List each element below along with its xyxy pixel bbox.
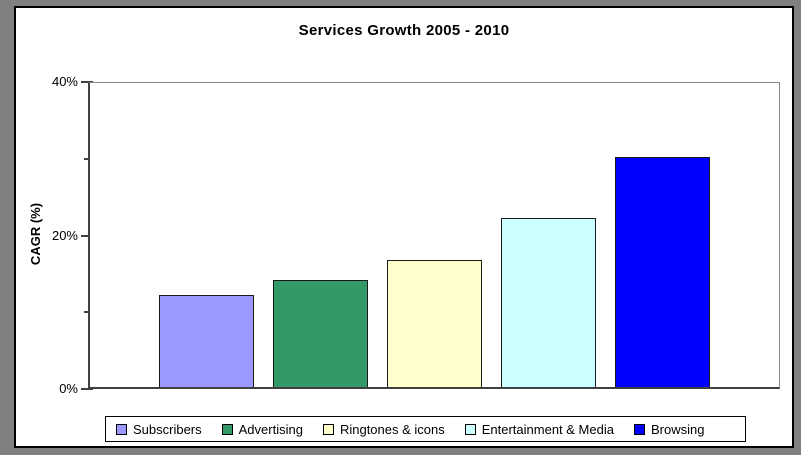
- legend-swatch-icon: [322, 423, 334, 435]
- y-major-tick: [81, 234, 93, 237]
- chart-frame: Services Growth 2005 - 2010 CAGR (%) 0% 2…: [14, 6, 794, 448]
- legend-item: Subscribers: [116, 422, 202, 437]
- legend-item-label: Ringtones & icons: [339, 421, 445, 437]
- bar-ringtones-icons: [387, 260, 482, 387]
- y-tick-label: 0%: [59, 381, 78, 396]
- legend-item: Advertising: [221, 421, 303, 437]
- y-minor-tick: [84, 311, 91, 314]
- legend-swatch-icon: [221, 423, 233, 435]
- y-tick-label: 20%: [51, 227, 78, 243]
- bars-row: [90, 83, 779, 387]
- plot-area: [88, 82, 780, 389]
- legend-item-label: Advertising: [238, 421, 303, 437]
- bar-advertising: [273, 280, 368, 387]
- bar-subscribers: [159, 295, 254, 387]
- legend-item: Entertainment & Media: [464, 421, 614, 437]
- y-minor-tick: [84, 157, 91, 160]
- chart-title: Services Growth 2005 - 2010: [298, 22, 510, 39]
- bar-entertainment-media: [501, 218, 596, 387]
- legend-swatch-icon: [464, 423, 476, 435]
- legend-item: Browsing: [633, 421, 705, 437]
- y-major-tick: [81, 388, 93, 390]
- legend-item-label: Browsing: [650, 421, 705, 437]
- legend-item-label: Subscribers: [133, 421, 202, 437]
- legend-item: Ringtones & icons: [322, 421, 445, 437]
- bar-browsing: [615, 157, 710, 387]
- y-major-tick: [81, 81, 93, 83]
- legend: Subscribers Advertising Ringtones & icons E…: [105, 416, 746, 442]
- legend-swatch-icon: [116, 423, 127, 435]
- y-tick-label: 40%: [51, 74, 78, 89]
- legend-item-label: Entertainment & Media: [481, 421, 614, 437]
- legend-swatch-icon: [633, 423, 645, 435]
